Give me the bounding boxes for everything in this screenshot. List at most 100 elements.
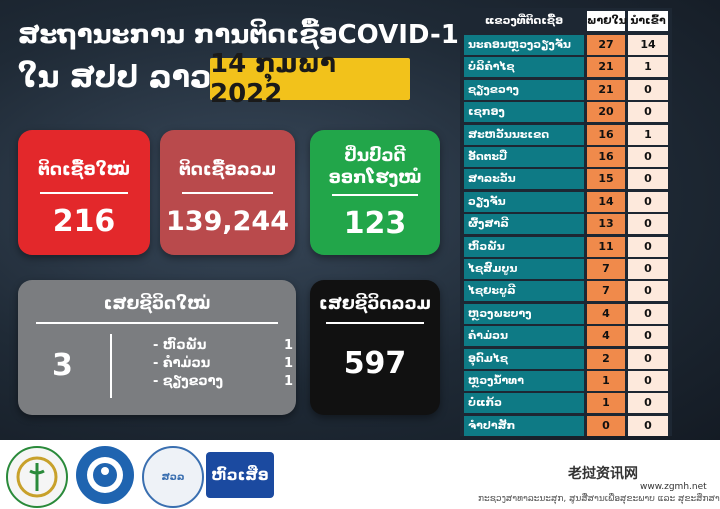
imported-count: 0	[628, 259, 668, 279]
new-deaths-card: ເສຍຊີວິດໃໝ່ 3 - ຫົວພັນ 1 - ຄຳມ່ວນ 1 - ຊຽງຂ…	[18, 280, 296, 415]
local-count: 21	[587, 57, 625, 78]
table-row: ສາລະວັນ 15 0	[460, 168, 672, 190]
imported-count: 0	[628, 303, 668, 324]
header-imported: ນຳເຂົ້າ	[628, 11, 668, 31]
list-item: - ຄຳມ່ວນ 1	[153, 356, 293, 371]
province-name: ອຸດົມໄຊ	[464, 348, 584, 369]
table-row: ສະຫວັນນະເຂດ 16 1	[460, 124, 672, 146]
table-row: ວຽງຈັນ 14 0	[460, 191, 672, 213]
table-row: ຫຼວງພະບາງ 4 0	[460, 303, 672, 325]
table-row: ອັດຕະປື 16 0	[460, 146, 672, 168]
total-deaths-label: ເສຍຊີວິດລວມ	[319, 294, 431, 314]
province-name: ໄຊສົມບູນ	[464, 259, 584, 279]
total-deaths-value: 597	[343, 346, 407, 381]
header-local: ພາຍໃນ	[587, 11, 627, 31]
province-name: ໄຊຍະບູລີ	[464, 281, 584, 302]
table-row: ອຸດົມໄຊ 2 0	[460, 348, 672, 370]
province-name: ອັດຕະປື	[464, 147, 584, 167]
table-row: ໄຊຍະບູລີ 7 0	[460, 280, 672, 302]
local-count: 1	[587, 393, 625, 414]
province-name: ຄຳມ່ວນ	[464, 326, 584, 347]
divider-vertical	[110, 334, 112, 398]
divider	[182, 192, 273, 194]
new-deaths-value: 3	[52, 348, 73, 383]
imported-count: 0	[628, 214, 668, 235]
ministry-of-health-logo	[6, 446, 68, 508]
province-name: ເຊກອງ	[464, 102, 584, 123]
imported-count: 1	[628, 57, 668, 78]
province-name: ຜົ້ງສາລີ	[464, 214, 584, 235]
divider	[332, 194, 418, 196]
local-count: 15	[587, 169, 625, 190]
imported-count: 0	[628, 147, 668, 167]
table-row: ບໍລິຄຳໄຊ 21 1	[460, 56, 672, 78]
local-count: 13	[587, 214, 625, 235]
province-name: ບໍ່ແກ້ວ	[464, 393, 584, 414]
local-count: 11	[587, 236, 625, 257]
local-count: 1	[587, 371, 625, 391]
new-cases-label: ຕິດເຊື້ອໃໝ່	[38, 160, 130, 180]
header-area: ແຂວງທີ່ຕິດເຊື້ອ	[464, 11, 584, 31]
date-badge: 14 ກຸມພາ 2022	[210, 49, 410, 109]
province-table: ແຂວງທີ່ຕິດເຊື້ອ ພາຍໃນ ນຳເຂົ້າ ນະຄອນຫຼວງວ…	[460, 8, 672, 436]
table-row: ນະຄອນຫຼວງວຽງຈັນ 27 14	[460, 34, 672, 56]
table-row: ຊຽງຂວາງ 21 0	[460, 79, 672, 101]
new-deaths-label: ເສຍຊີວິດໃໝ່	[103, 294, 211, 314]
total-cases-value: 139,244	[166, 206, 289, 237]
imported-count: 0	[628, 326, 668, 347]
divider	[40, 192, 128, 194]
local-count: 2	[587, 348, 625, 369]
imported-count: 0	[628, 393, 668, 414]
province-name: ບໍລິຄຳໄຊ	[464, 57, 584, 78]
imported-count: 14	[628, 35, 668, 55]
province-name: ສະຫວັນນະເຂດ	[464, 124, 584, 145]
province-name: ຈຳປາສັກ	[464, 415, 584, 436]
local-count: 0	[587, 415, 625, 436]
table-row: ຫົວພັນ 11 0	[460, 236, 672, 258]
province-name: ວຽງຈັນ	[464, 191, 584, 212]
tigerhead-logo: ຫົວເສືອ	[206, 452, 274, 498]
local-count: 4	[587, 303, 625, 324]
divider	[36, 322, 278, 324]
table-row: ຫຼວງນ້ຳທາ 1 0	[460, 370, 672, 392]
divider	[326, 322, 424, 324]
list-item: - ຫົວພັນ 1	[153, 338, 293, 353]
table-row: ຄຳມ່ວນ 4 0	[460, 325, 672, 347]
recovered-card: ປິ່ນປົວດີ ອອກໂຮງໝໍ 123	[310, 130, 440, 255]
imported-count: 0	[628, 102, 668, 123]
list-item: - ຊຽງຂວາງ 1	[153, 374, 293, 389]
imported-count: 0	[628, 371, 668, 391]
total-cases-label: ຕິດເຊື້ອລວມ	[178, 160, 277, 180]
table-header: ແຂວງທີ່ຕິດເຊື້ອ ພາຍໃນ ນຳເຂົ້າ	[460, 10, 672, 32]
table-row: ຈຳປາສັກ 0 0	[460, 415, 672, 437]
imported-count: 0	[628, 79, 668, 100]
health-promotion-logo	[76, 446, 134, 504]
imported-count: 0	[628, 281, 668, 302]
imported-count: 0	[628, 236, 668, 257]
credit-text: ກະຊວງສາທາລະນະສຸກ, ສູນສື່ສານເພື່ອສຸຂະພາບ …	[478, 494, 720, 504]
table-row: ບໍ່ແກ້ວ 1 0	[460, 392, 672, 414]
total-cases-card: ຕິດເຊື້ອລວມ 139,244	[160, 130, 295, 255]
local-count: 20	[587, 102, 625, 123]
imported-count: 0	[628, 191, 668, 212]
watermark: 老挝资讯网	[568, 466, 638, 482]
province-name: ຫຼວງນ້ຳທາ	[464, 371, 584, 391]
total-deaths-card: ເສຍຊີວິດລວມ 597	[310, 280, 440, 415]
recovered-value: 123	[343, 206, 407, 241]
title-line-1: ສະຖານະການ ການຕິດເຊື້ອCOVID-19	[18, 20, 477, 50]
imported-count: 0	[628, 415, 668, 436]
new-cases-card: ຕິດເຊື້ອໃໝ່ 216	[18, 130, 150, 255]
province-name: ຊຽງຂວາງ	[464, 79, 584, 100]
death-breakdown-list: - ຫົວພັນ 1 - ຄຳມ່ວນ 1 - ຊຽງຂວາງ 1	[153, 338, 293, 392]
watermark-url: www.zgmh.net	[640, 482, 707, 492]
imported-count: 0	[628, 169, 668, 190]
province-name: ຫົວພັນ	[464, 236, 584, 257]
local-count: 4	[587, 326, 625, 347]
new-cases-value: 216	[52, 204, 116, 239]
nuol-logo: ສວລ	[142, 446, 204, 508]
province-name: ຫຼວງພະບາງ	[464, 303, 584, 324]
table-row: ເຊກອງ 20 0	[460, 101, 672, 123]
title-line-2: ໃນ ສປປ ລາວ	[18, 60, 212, 95]
recovered-label-1: ປິ່ນປົວດີ	[344, 146, 406, 166]
province-name: ສາລະວັນ	[464, 169, 584, 190]
